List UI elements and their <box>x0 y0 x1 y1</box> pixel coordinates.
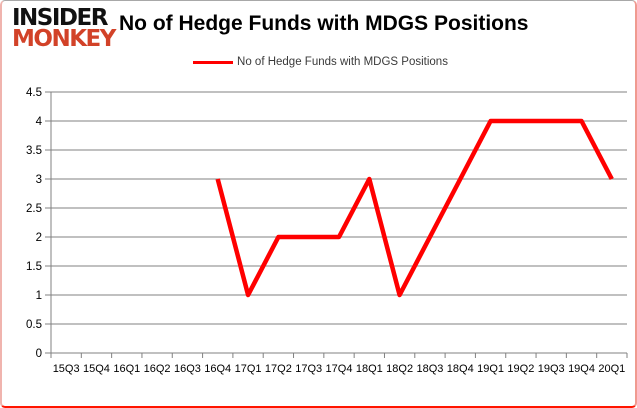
x-tick-label: 17Q3 <box>295 363 322 375</box>
x-tick-label: 19Q4 <box>568 363 595 375</box>
y-tick-label: 4 <box>36 116 43 128</box>
y-tick-label: 2 <box>36 232 42 244</box>
x-tick-label: 19Q2 <box>507 363 534 375</box>
insider-monkey-logo: INSIDER MONKEY <box>12 5 116 52</box>
logo-insider-text: INSIDER <box>12 5 108 31</box>
series-line <box>215 118 614 298</box>
x-tick-label: 19Q1 <box>477 363 504 375</box>
x-tick-label: 17Q2 <box>265 363 292 375</box>
x-tick-label: 16Q4 <box>204 363 231 375</box>
x-tick-label: 18Q2 <box>386 363 413 375</box>
x-tick-label: 18Q3 <box>416 363 443 375</box>
y-tick-label: 1.5 <box>26 261 42 273</box>
x-tick-label: 16Q3 <box>174 363 201 375</box>
y-tick-label: 0 <box>36 348 42 360</box>
x-tick-label: 20Q1 <box>598 363 625 375</box>
y-tick-label: 3.5 <box>26 145 42 157</box>
legend: No of Hedge Funds with MDGS Positions <box>2 56 635 68</box>
y-tick-label: 1 <box>36 290 42 302</box>
y-tick-label: 0.5 <box>26 319 42 331</box>
x-tick-label: 15Q3 <box>53 363 80 375</box>
legend-line-swatch <box>193 60 234 64</box>
x-tick-label: 18Q1 <box>356 363 383 375</box>
page-title: No of Hedge Funds with MDGS Positions <box>119 12 529 35</box>
x-tick-label: 16Q2 <box>144 363 171 375</box>
y-tick-label: 2.5 <box>26 203 42 215</box>
legend-label: No of Hedge Funds with MDGS Positions <box>237 56 448 68</box>
x-tick-label: 17Q1 <box>235 363 262 375</box>
y-tick-label: 4.5 <box>26 87 42 99</box>
x-tick-label: 18Q4 <box>447 363 474 375</box>
y-tick-label: 3 <box>36 174 42 186</box>
x-tick-label: 16Q1 <box>113 363 140 375</box>
logo-monkey-text: MONKEY <box>12 26 116 52</box>
x-tick-label: 19Q3 <box>538 363 565 375</box>
x-tick-label: 15Q4 <box>83 363 110 375</box>
x-tick-label: 17Q4 <box>326 363 353 375</box>
